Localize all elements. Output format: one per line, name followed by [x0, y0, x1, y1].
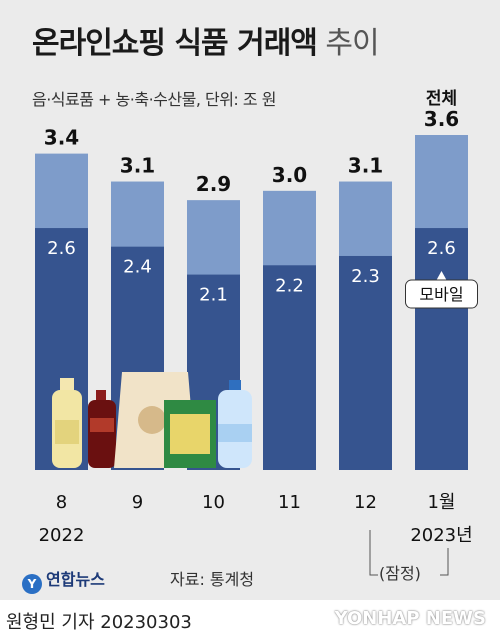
prelim-bracket-right [440, 548, 449, 576]
mobile-value-label: 2.2 [275, 275, 304, 296]
bar-mobile [263, 265, 316, 470]
total-value-label: 3.1 [348, 154, 383, 178]
bar-mobile [415, 228, 468, 470]
logo-text: 연합뉴스 [46, 570, 105, 589]
total-value-label: 3.0 [272, 163, 307, 187]
bar-mobile [339, 255, 392, 470]
mobile-legend-label: 모바일 [419, 285, 463, 304]
reporter-credit: 원형민 기자 20230303 [6, 612, 192, 633]
oil-bottle-cap [60, 378, 74, 390]
title-sub: 추이 [316, 26, 379, 61]
year-label: 2022 [39, 525, 85, 546]
total-legend-label: 전체 [426, 89, 457, 109]
x-tick-label: 10 [202, 492, 225, 513]
flour-sack-emblem [138, 406, 166, 434]
mobile-value-label: 2.4 [123, 257, 152, 278]
total-value-label: 3.6 [424, 107, 459, 131]
mobile-callout-box [405, 279, 478, 309]
prelim-bracket-left [369, 530, 378, 576]
soda-bottle-cap [96, 390, 106, 400]
water-bottle-label [218, 424, 252, 442]
watermark: YONHAP NEWS [334, 608, 486, 629]
chart-title: 온라인쇼핑 식품 거래액 추이 [32, 18, 380, 62]
grocery-illustration [52, 372, 252, 468]
mobile-value-label: 2.6 [427, 238, 456, 259]
total-value-label: 3.1 [120, 154, 155, 178]
year-label: 2023년 [410, 525, 472, 546]
callout-pointer [436, 271, 447, 281]
x-tick-label: 9 [132, 492, 143, 513]
total-value-label: 3.4 [44, 126, 79, 150]
x-tick-label: 1월 [427, 492, 455, 513]
soda-bottle-label [90, 418, 114, 432]
logo-mark-icon: Y [22, 574, 42, 594]
title-main: 온라인쇼핑 식품 거래액 [32, 26, 318, 61]
credit-bar: 원형민 기자 20230303 YONHAP NEWS [0, 600, 500, 640]
chart-subtitle: 음·식료품 + 농·축·수산물, 단위: 조 원 [32, 90, 276, 109]
cereal-box-panel [170, 414, 210, 454]
source-note: 자료: 통계청 [170, 570, 255, 589]
oil-bottle-label [55, 420, 79, 444]
x-tick-label: 12 [354, 492, 377, 513]
total-value-label: 2.9 [196, 172, 231, 196]
mobile-value-label: 2.3 [351, 266, 380, 287]
x-tick-label: 11 [278, 492, 301, 513]
mobile-value-label: 2.6 [47, 238, 76, 259]
yonhap-logo: Y 연합뉴스 [22, 566, 105, 594]
soda-bottle-icon [88, 400, 116, 468]
x-tick-label: 8 [56, 492, 67, 513]
water-bottle-cap [229, 380, 241, 390]
mobile-value-label: 2.1 [199, 285, 228, 306]
preliminary-note: (잠정) [379, 564, 421, 583]
bar-chart: 3.4 2.6 8 2022 3.1 2.4 9 2.9 2.1 10 3.0 2.2 11 3.1 2.3… [35, 89, 478, 576]
